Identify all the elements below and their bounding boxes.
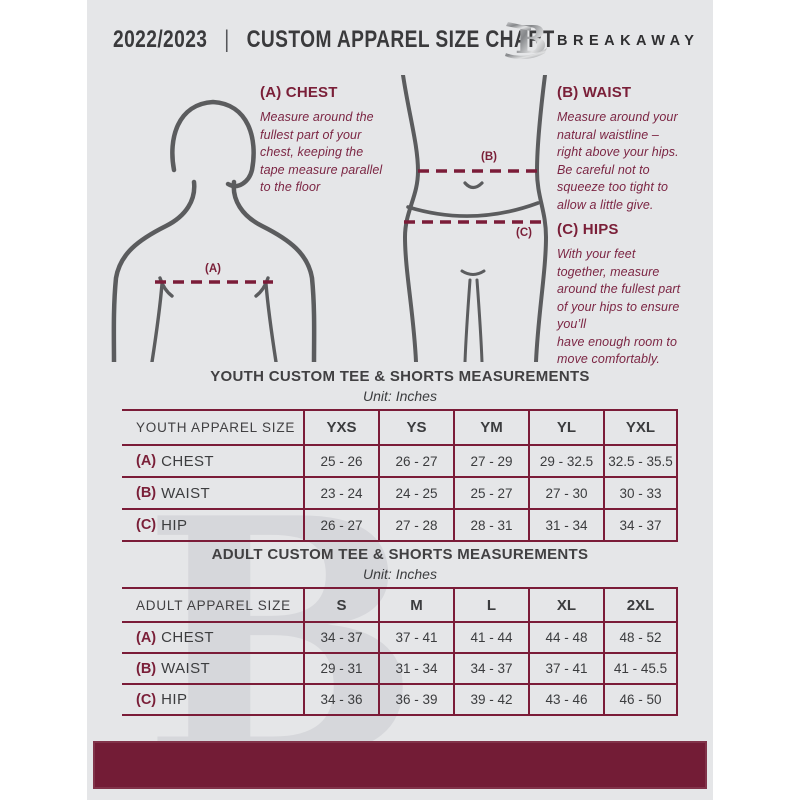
- measurement-value-cell: 24 - 25: [378, 478, 453, 508]
- measurement-value-cell: 26 - 27: [378, 446, 453, 476]
- measurement-label-cell: (B) WAIST: [122, 654, 303, 683]
- size-column-header: S: [303, 589, 378, 621]
- chest-guide-description: Measure around the fullest part of your …: [260, 110, 383, 194]
- size-column-header: M: [378, 589, 453, 621]
- measurement-value-cell: 27 - 29: [453, 446, 528, 476]
- measurement-value-cell: 41 - 45.5: [603, 654, 678, 683]
- size-column-header: YM: [453, 411, 528, 444]
- size-column-header: YL: [528, 411, 603, 444]
- row-marker: (A): [136, 453, 157, 469]
- document-page: B 2022/2023 | CUSTOM APPAREL SIZE CHART …: [87, 0, 713, 800]
- measurement-value-cell: 34 - 37: [603, 510, 678, 540]
- page-title: CUSTOM APPAREL SIZE CHART: [246, 26, 555, 53]
- adult-table-title: ADULT CUSTOM TEE & SHORTS MEASUREMENTS: [211, 546, 589, 563]
- measurement-value-cell: 32.5 - 35.5: [603, 446, 678, 476]
- measurement-value-cell: 31 - 34: [528, 510, 603, 540]
- hips-guide-heading: (C) HIPS: [557, 221, 619, 238]
- row-marker: (B): [136, 485, 157, 501]
- chest-guide: (A) CHEST Measure around the fullest par…: [260, 84, 410, 197]
- measurement-value-cell: 37 - 41: [378, 623, 453, 652]
- measurement-value-cell: 34 - 36: [303, 685, 378, 714]
- measurement-value-cell: 36 - 39: [378, 685, 453, 714]
- measurement-value-cell: 27 - 30: [528, 478, 603, 508]
- size-header-cell: YOUTH APPAREL SIZE: [136, 420, 296, 435]
- adult-size-table: ADULT APPAREL SIZE S M L XL 2XL (A) CHEST 34 - 3…: [122, 587, 678, 716]
- measurement-value-cell: 29 - 31: [303, 654, 378, 683]
- brand-name: BREAKAWAY: [557, 33, 700, 49]
- measurement-value-cell: 34 - 37: [453, 654, 528, 683]
- chest-guide-heading: (A) CHEST: [260, 84, 338, 101]
- row-label: CHEST: [161, 452, 214, 470]
- youth-table-title: YOUTH CUSTOM TEE & SHORTS MEASUREMENTS: [210, 368, 590, 385]
- row-label: HIP: [161, 691, 188, 708]
- size-column-header: YS: [378, 411, 453, 444]
- size-column-header: 2XL: [603, 589, 678, 621]
- chest-figure-illustration: [111, 99, 317, 362]
- measurement-value-cell: 39 - 42: [453, 685, 528, 714]
- measurement-label-cell: (B) WAIST: [122, 478, 303, 508]
- size-column-header: YXS: [303, 411, 378, 444]
- row-label: WAIST: [161, 660, 211, 677]
- waist-marker-label: (B): [481, 151, 497, 163]
- footer-accent-bar: [93, 741, 707, 789]
- row-label: WAIST: [161, 484, 211, 502]
- table-row: (B) WAIST 29 - 31 31 - 34 34 - 37 37 - 41 41 -…: [122, 654, 678, 685]
- table-row: (B) WAIST 23 - 24 24 - 25 25 - 27 27 - 30 30 -…: [122, 478, 678, 510]
- table-row: (C) HIP 34 - 36 36 - 39 39 - 42 43 - 46 46 - 5…: [122, 685, 678, 716]
- row-marker: (A): [136, 629, 157, 646]
- measurement-value-cell: 25 - 26: [303, 446, 378, 476]
- breakaway-b-logo-icon: B: [505, 17, 547, 62]
- measurement-label-cell: (A) CHEST: [122, 623, 303, 652]
- measurement-value-cell: 25 - 27: [453, 478, 528, 508]
- size-header-cell: ADULT APPAREL SIZE: [136, 597, 291, 613]
- waist-hips-figure-illustration: [401, 75, 549, 362]
- row-marker: (C): [136, 517, 157, 533]
- season-label: 2022/2023: [113, 26, 208, 53]
- row-label: CHEST: [161, 629, 214, 646]
- adult-table-unit: Unit: Inches: [363, 566, 437, 582]
- measurement-label-cell: (A) CHEST: [122, 446, 303, 476]
- measurement-value-cell: 31 - 34: [378, 654, 453, 683]
- row-marker: (C): [136, 691, 157, 708]
- size-column-header: L: [453, 589, 528, 621]
- measurement-label-cell: (C) HIP: [122, 510, 303, 540]
- measurement-value-cell: 27 - 28: [378, 510, 453, 540]
- measurement-value-cell: 28 - 31: [453, 510, 528, 540]
- table-header-row: ADULT APPAREL SIZE S M L XL 2XL: [122, 589, 678, 623]
- measurement-label-cell: (C) HIP: [122, 685, 303, 714]
- measurement-value-cell: 26 - 27: [303, 510, 378, 540]
- table-header-row: YOUTH APPAREL SIZE YXS YS YM YL YXL: [122, 411, 678, 446]
- measurement-value-cell: 43 - 46: [528, 685, 603, 714]
- table-row: (C) HIP 26 - 27 27 - 28 28 - 31 31 - 34 34 - 3…: [122, 510, 678, 542]
- measurement-value-cell: 46 - 50: [603, 685, 678, 714]
- measurement-value-cell: 30 - 33: [603, 478, 678, 508]
- measurement-value-cell: 48 - 52: [603, 623, 678, 652]
- measurement-value-cell: 29 - 32.5: [528, 446, 603, 476]
- table-row: (A) CHEST 34 - 37 37 - 41 41 - 44 44 - 48 48 -…: [122, 623, 678, 654]
- measurement-value-cell: 44 - 48: [528, 623, 603, 652]
- row-marker: (B): [136, 660, 157, 677]
- waist-guide-heading: (B) WAIST: [557, 84, 632, 101]
- measurement-value-cell: 34 - 37: [303, 623, 378, 652]
- row-label: HIP: [161, 516, 188, 534]
- measurement-value-cell: 41 - 44: [453, 623, 528, 652]
- measurement-value-cell: 37 - 41: [528, 654, 603, 683]
- waist-guide-description: Measure around your natural waistline – …: [557, 110, 679, 212]
- hips-guide-description: With your feet together, measure around …: [557, 247, 681, 366]
- title-separator: |: [224, 26, 230, 53]
- waist-guide: (B) WAIST Measure around your natural wa…: [557, 84, 709, 214]
- size-column-header: YXL: [603, 411, 678, 444]
- hips-marker-label: (C): [516, 227, 532, 239]
- size-column-header: XL: [528, 589, 603, 621]
- table-row: (A) CHEST 25 - 26 26 - 27 27 - 29 29 - 32.5 32…: [122, 446, 678, 478]
- chest-marker-label: (A): [205, 263, 221, 275]
- youth-size-table: YOUTH APPAREL SIZE YXS YS YM YL YXL (A) CHEST 25…: [122, 409, 678, 542]
- measurement-value-cell: 23 - 24: [303, 478, 378, 508]
- youth-table-unit: Unit: Inches: [363, 388, 437, 404]
- document-title: 2022/2023 | CUSTOM APPAREL SIZE CHART: [113, 26, 555, 54]
- hips-guide: (C) HIPS With your feet together, measur…: [557, 221, 709, 369]
